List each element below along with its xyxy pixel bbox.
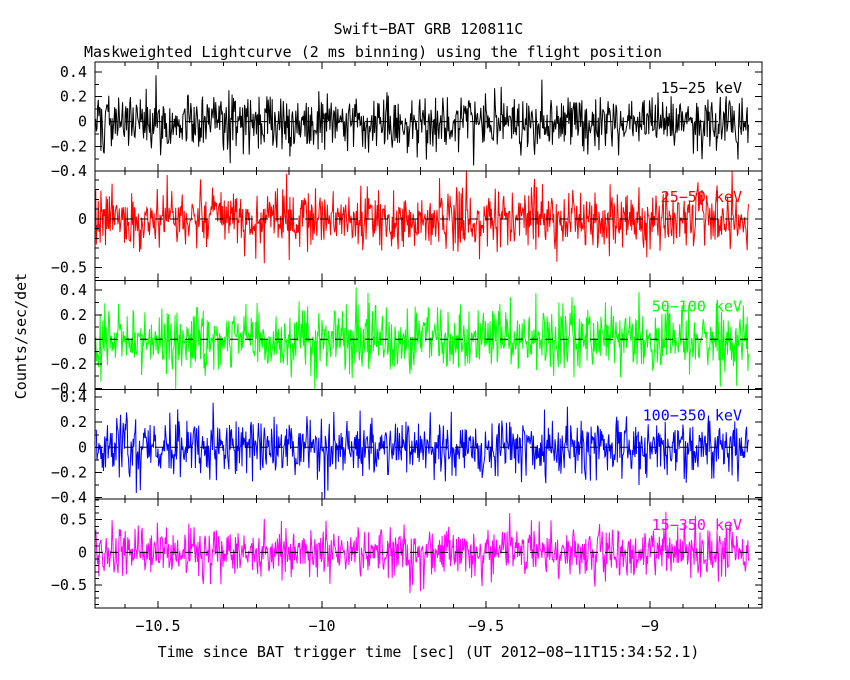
y-tick-label: −0.5 <box>51 576 87 594</box>
y-tick-label: 0.4 <box>60 281 87 299</box>
chart-subtitle: Maskweighted Lightcurve (2 ms binning) u… <box>84 43 662 61</box>
x-axis-label: Time since BAT trigger time [sec] (UT 20… <box>157 643 700 661</box>
y-tick-label: −0.4 <box>51 379 87 397</box>
x-tick-label: −9 <box>641 617 659 635</box>
y-tick-label: 0 <box>78 438 87 456</box>
y-tick-label: −0.4 <box>51 489 87 507</box>
y-tick-label: −0.5 <box>51 259 87 277</box>
x-tick-label: −10 <box>308 617 335 635</box>
y-tick-label: 0 <box>78 330 87 348</box>
y-tick-label: 0.2 <box>60 88 87 106</box>
y-tick-label: −0.4 <box>51 162 87 180</box>
y-tick-label: −0.2 <box>51 355 87 373</box>
band-label: 50−100 keV <box>652 297 742 315</box>
y-tick-label: 0.2 <box>60 306 87 324</box>
chart-title: Swift−BAT GRB 120811C <box>333 20 524 38</box>
noise-trace-25−50-keV <box>95 171 749 264</box>
noise-trace-100−350-keV <box>95 402 749 499</box>
x-tick-label: −9.5 <box>468 617 504 635</box>
y-tick-label: −0.2 <box>51 463 87 481</box>
y-tick-label: 0.4 <box>60 388 87 406</box>
band-label: 100−350 keV <box>643 407 742 425</box>
band-label: 25−50 keV <box>661 188 742 206</box>
y-tick-label: 0 <box>78 543 87 561</box>
noise-trace-15−25-keV <box>95 75 749 166</box>
y-tick-label: −0.2 <box>51 137 87 155</box>
x-tick-label: −10.5 <box>135 617 180 635</box>
panel-box <box>94 498 763 609</box>
y-tick-label: 0.2 <box>60 413 87 431</box>
y-tick-label: 0 <box>78 210 87 228</box>
y-tick-label: 0.5 <box>60 511 87 529</box>
band-label: 15−350 keV <box>652 516 742 534</box>
y-tick-label: 0 <box>78 113 87 131</box>
band-label: 15−25 keV <box>661 79 742 97</box>
noise-trace-50−100-keV <box>95 287 749 390</box>
noise-trace-15−350-keV <box>95 511 749 594</box>
y-tick-label: 0.4 <box>60 63 87 81</box>
